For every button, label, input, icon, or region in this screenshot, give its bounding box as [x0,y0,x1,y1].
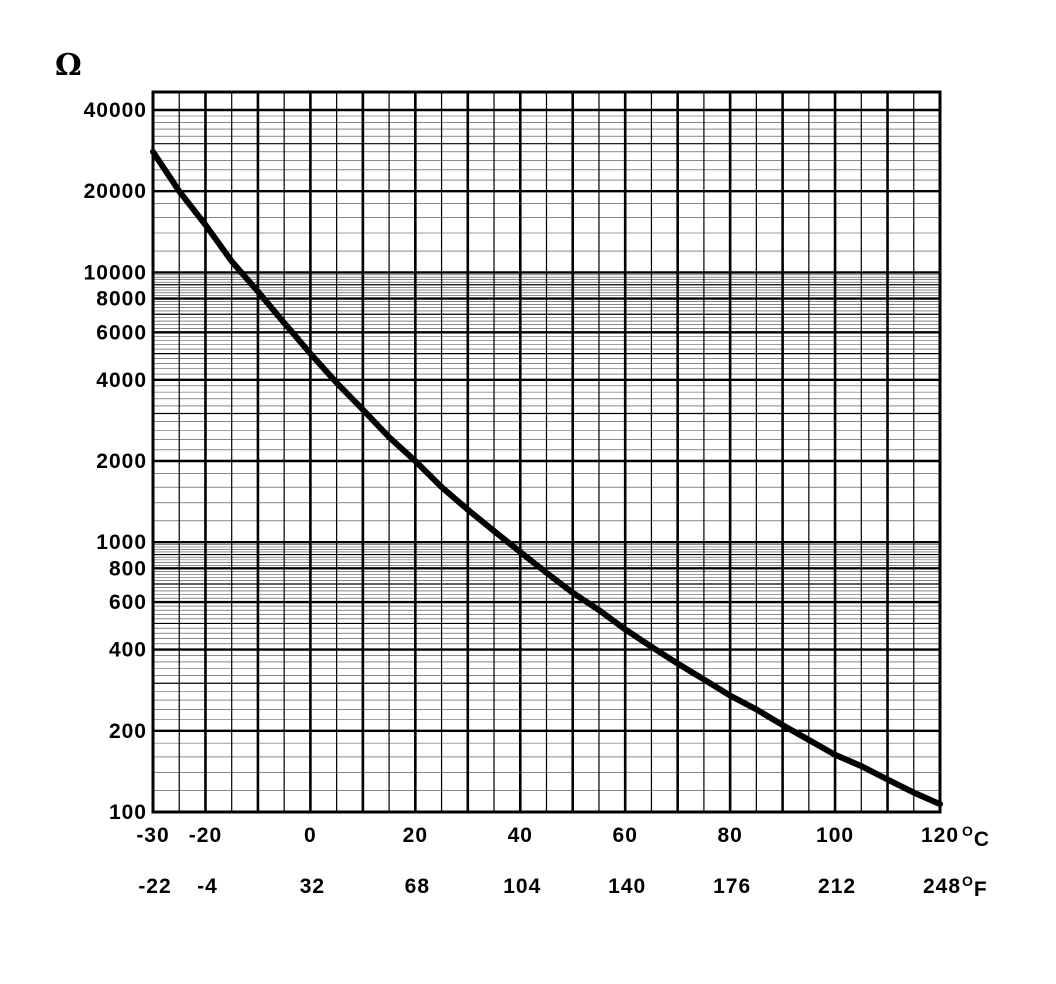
x-tick-label-c: 40 [508,824,533,847]
y-tick-label: 400 [109,639,147,662]
x-tick-label-c: 80 [717,824,742,847]
unit-f-letter: F [974,878,988,901]
major-grid [151,90,942,814]
x-tick-label-f: -4 [197,875,218,898]
x-tick-label-f: 176 [713,875,751,898]
y-tick-label: 600 [109,591,147,614]
x-tick-label-f: 68 [405,875,430,898]
x-tick-label-f: 212 [818,875,856,898]
x-tick-label-f: 248 [923,875,961,898]
y-tick-label: 100 [109,801,147,824]
x-unit-c-label: OC [962,823,990,851]
unit-c-letter: C [974,828,990,851]
x-tick-label-f: 32 [300,875,325,898]
y-tick-label: 4000 [96,369,147,392]
x-tick-label-c: -20 [189,824,222,847]
y-tick-label: 2000 [96,450,147,473]
x-tick-label-c: 0 [304,824,317,847]
y-tick-label: 6000 [96,321,147,344]
y-tick-label: 8000 [96,288,147,311]
y-axis-unit-label: Ω [55,48,82,83]
x-tick-label-f: 140 [608,875,646,898]
y-tick-label: 200 [109,720,147,743]
y-tick-label: 20000 [84,180,147,203]
y-tick-label: 40000 [84,99,147,122]
resistance-curve [150,148,943,808]
x-axis-labels-fahrenheit: -22 -4 32 68 104 140 176 212 248 [138,875,961,898]
x-unit-f-label: OF [962,873,988,901]
x-tick-label-f: 104 [503,875,541,898]
y-tick-label: 10000 [84,261,147,284]
y-tick-label: 800 [109,557,147,580]
degree-f-symbol: O [962,873,974,889]
x-tick-label-c: -30 [136,824,169,847]
y-axis-labels: 40000 20000 10000 8000 6000 4000 2000 1000 800 60… [84,99,147,824]
x-tick-label-c: 20 [403,824,428,847]
degree-c-symbol: O [962,823,974,839]
x-tick-label-f: -22 [138,875,171,898]
minor-grid [153,92,940,812]
y-tick-label: 1000 [96,531,147,554]
x-axis-labels-celsius: -30 -20 0 20 40 60 80 100 120 [136,824,959,847]
x-tick-label-c: 60 [613,824,638,847]
x-tick-label-c: 120 [921,824,959,847]
x-tick-label-c: 100 [816,824,854,847]
curve-layer [150,148,943,808]
